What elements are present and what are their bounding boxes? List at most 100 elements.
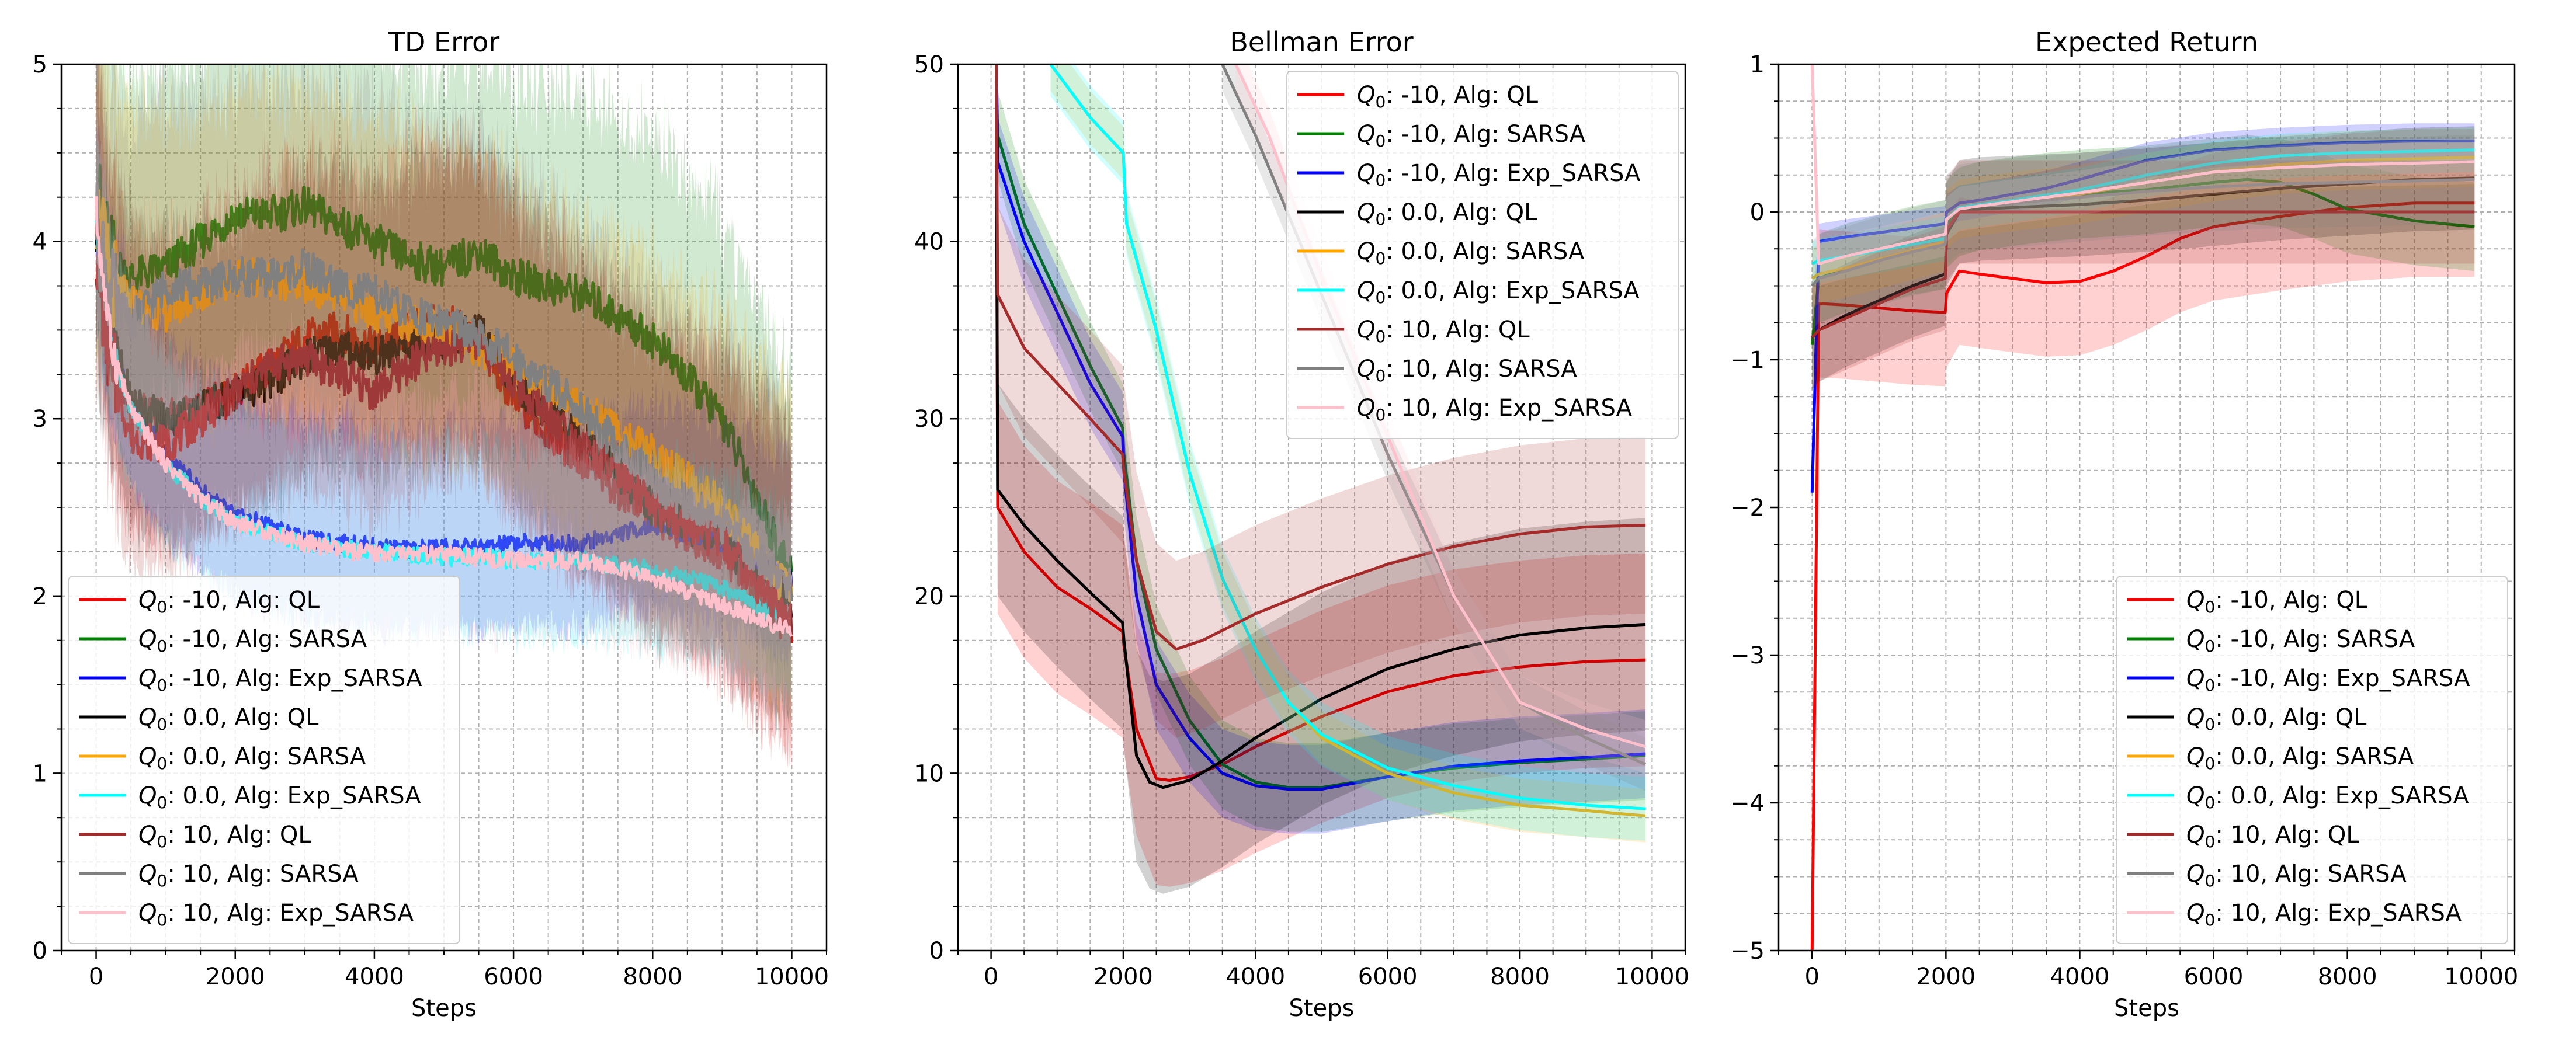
x-tick-label: 2000 xyxy=(1916,963,1976,990)
band-q0-10-alg-exp-sarsa xyxy=(1235,64,1646,774)
band-q0-10-alg-sarsa xyxy=(1222,64,1646,791)
x-tick-label: 8000 xyxy=(623,963,682,990)
legend-entry: Q0: 0.0, Alg: Exp_SARSA xyxy=(138,782,421,812)
series-line-q0-0-0-alg-ql xyxy=(995,64,1646,789)
band-q0-10-alg-ql xyxy=(96,64,791,770)
series-line-q0-10-alg-exp-sarsa xyxy=(95,196,793,638)
y-tick-label: −3 xyxy=(1730,642,1765,669)
y-tick-label: 10 xyxy=(914,760,944,787)
legend-entry: Q0: 10, Alg: Exp_SARSA xyxy=(2186,900,2462,930)
x-tick-label: 10000 xyxy=(755,963,829,990)
x-tick-label: 0 xyxy=(984,963,998,990)
chart2-x-axis-label: Steps xyxy=(1289,995,1355,1022)
legend-entry: Q0: -10, Alg: QL xyxy=(138,587,320,617)
y-tick-label: 20 xyxy=(914,583,944,610)
y-tick-label: −1 xyxy=(1730,347,1765,374)
legend-entry: Q0: 10, Alg: SARSA xyxy=(1357,356,1577,385)
y-tick-label: 3 xyxy=(33,406,47,433)
legend-entry: Q0: -10, Alg: QL xyxy=(2186,587,2368,617)
legend-entry: Q0: 0.0, Alg: SARSA xyxy=(1357,238,1585,268)
x-tick-label: 8000 xyxy=(2318,963,2377,990)
series-line-q0-0-0-alg-ql xyxy=(1811,176,2475,339)
chart2-title: Bellman Error xyxy=(1230,26,1413,58)
x-tick-label: 2000 xyxy=(1093,963,1153,990)
y-tick-label: 40 xyxy=(914,229,944,256)
series-line-q0-10-alg-exp-sarsa xyxy=(1810,64,2475,265)
band-q0-10-alg-ql xyxy=(1812,160,2475,389)
series-line-q0-10-alg-sarsa xyxy=(995,64,1646,789)
chart1-legend: Q0: -10, Alg: QL Q0: -10, Alg: SARSA Q0: -… xyxy=(68,576,460,944)
band-q0-10-alg-exp-sarsa xyxy=(1812,64,2475,286)
series-line-q0-10-alg-ql xyxy=(995,64,1646,782)
legend-entry: Q0: 10, Alg: SARSA xyxy=(138,861,359,890)
chart3-x-axis-label: Steps xyxy=(2114,995,2179,1022)
band-q0-10-alg-ql xyxy=(1812,129,2475,951)
y-tick-label: −4 xyxy=(1730,790,1765,817)
band-q0-10-alg-sarsa xyxy=(96,64,791,733)
chart3-plot-area xyxy=(1810,64,2475,951)
legend-box xyxy=(2116,576,2508,944)
legend-entry: Q0: 0.0, Alg: SARSA xyxy=(2186,743,2414,773)
x-tick-label: 6000 xyxy=(2184,963,2244,990)
band-q0-0-0-alg-ql xyxy=(996,64,1646,894)
legend-entry: Q0: 10, Alg: SARSA xyxy=(2186,861,2407,890)
series-line-q0-10-alg-sarsa xyxy=(95,163,793,576)
series-line-q0-10-alg-exp-sarsa xyxy=(995,64,1646,791)
chart1-panel: 0 2000 4000 6000 8000 10000 0 1 2 3 4 5 TD Error Step… xyxy=(33,26,829,1022)
band-q0-0-0-alg-exp-sarsa xyxy=(1050,64,1646,841)
band-q0-0-0-alg-sarsa xyxy=(1812,127,2475,308)
legend-entry: Q0: 0.0, Alg: SARSA xyxy=(138,743,366,773)
y-tick-label: 30 xyxy=(914,406,944,433)
band-q0-10-alg-sarsa xyxy=(996,64,1646,832)
x-tick-label: 8000 xyxy=(1490,963,1550,990)
chart1-plot-area xyxy=(95,64,793,779)
chart3-panel: 0 2000 4000 6000 8000 10000 −5 −4 −3 −2 −1 0 1 Expect… xyxy=(1730,26,2518,1022)
legend-entry: Q0: 0.0, Alg: QL xyxy=(2186,704,2367,734)
chart1-x-axis-label: Steps xyxy=(411,995,477,1022)
x-tick-label: 6000 xyxy=(484,963,543,990)
y-tick-label: 2 xyxy=(33,583,47,610)
legend-entry: Q0: -10, Alg: SARSA xyxy=(1357,121,1586,151)
legend-entry: Q0: -10, Alg: Exp_SARSA xyxy=(138,665,422,695)
series-line-q0-10-alg-ql xyxy=(1811,210,2475,339)
legend-entry: Q0: 10, Alg: QL xyxy=(1357,316,1530,346)
x-tick-label: 10000 xyxy=(2444,963,2518,990)
series-line-q0-10-alg-ql xyxy=(1810,201,2475,951)
x-tick-label: 4000 xyxy=(345,963,404,990)
band-q0-10-alg-ql xyxy=(996,64,1646,738)
band-q0-0-0-alg-sarsa xyxy=(96,64,791,751)
x-tick-label: 0 xyxy=(89,963,103,990)
legend-entry: Q0: 0.0, Alg: QL xyxy=(1357,199,1537,229)
legend-entry: Q0: 0.0, Alg: Exp_SARSA xyxy=(1357,277,1640,307)
band-q0-0-0-alg-ql xyxy=(1812,126,2475,389)
y-tick-label: 0 xyxy=(33,938,47,965)
legend-entry: Q0: -10, Alg: Exp_SARSA xyxy=(1357,160,1641,190)
x-tick-label: 10000 xyxy=(1615,963,1689,990)
legend-entry: Q0: 10, Alg: Exp_SARSA xyxy=(138,900,414,930)
series-line-q0-10-alg-ql xyxy=(995,64,1646,651)
legend-entry: Q0: -10, Alg: Exp_SARSA xyxy=(2186,665,2470,695)
legend-entry: Q0: 10, Alg: QL xyxy=(2186,822,2359,851)
legend-box xyxy=(68,576,460,944)
y-tick-label: −2 xyxy=(1730,495,1765,521)
chart1-title: TD Error xyxy=(388,26,499,58)
legend-entry: Q0: -10, Alg: SARSA xyxy=(2186,626,2415,656)
y-tick-label: 50 xyxy=(914,51,944,78)
legend-entry: Q0: -10, Alg: SARSA xyxy=(138,626,367,656)
x-tick-label: 6000 xyxy=(1358,963,1418,990)
y-tick-label: 0 xyxy=(929,938,944,965)
chart3-title: Expected Return xyxy=(2035,26,2258,58)
y-tick-label: 0 xyxy=(1750,199,1765,226)
y-tick-label: 1 xyxy=(33,760,47,787)
legend-entry: Q0: -10, Alg: QL xyxy=(1357,82,1539,112)
chart3-legend: Q0: -10, Alg: QL Q0: -10, Alg: SARSA Q0: -… xyxy=(2116,576,2508,944)
chart2-legend: Q0: -10, Alg: QL Q0: -10, Alg: SARSA Q0: -… xyxy=(1286,71,1679,439)
chart2-plot-area xyxy=(995,64,1647,894)
y-tick-label: −5 xyxy=(1730,938,1765,965)
series-line-q0-10-alg-sarsa xyxy=(1221,64,1647,766)
series-line-q0-10-alg-exp-sarsa xyxy=(1234,64,1646,749)
legend-entry: Q0: 0.0, Alg: QL xyxy=(138,704,319,734)
chart2-panel: 0 2000 4000 6000 8000 10000 0 10 20 30 40 50 Bellman… xyxy=(914,26,1689,1022)
series-line-q0-0-0-alg-exp-sarsa xyxy=(1049,64,1646,810)
